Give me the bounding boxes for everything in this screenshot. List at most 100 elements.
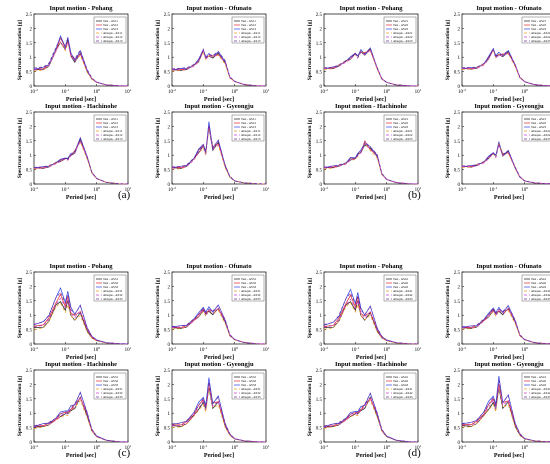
y-axis-label: Spectrum acceleration [g] xyxy=(17,376,23,437)
x-tick-base: 10 xyxy=(93,188,99,193)
x-tick-label: 10-2 xyxy=(320,88,328,95)
x-tick-label: 10-2 xyxy=(30,444,38,451)
legend-entry: Abaqus - AS21 xyxy=(531,129,550,133)
x-axis-label: Period [sec] xyxy=(204,195,234,201)
x-tick-base: 10 xyxy=(231,446,237,451)
x-tick-exp: 1 xyxy=(130,186,132,190)
legend-entry: Test - AS31 xyxy=(241,375,256,379)
x-tick-exp: 0 xyxy=(526,186,528,190)
chart-title: Input motion - Ofunato xyxy=(476,5,541,12)
x-tick-base: 10 xyxy=(415,348,421,353)
legend-entry: Test - AS23 xyxy=(393,27,408,31)
y-tick-label: 0.5 xyxy=(316,169,323,174)
legend-entry: Abaqus - AS31 xyxy=(103,289,123,293)
y-axis-label: Spectrum acceleration [g] xyxy=(307,278,313,339)
legend-entry: Test - AS42 xyxy=(531,379,546,383)
y-tick-label: 2.5 xyxy=(26,271,33,276)
x-tick-base: 10 xyxy=(125,446,131,451)
x-tick-label: 10-2 xyxy=(458,186,466,193)
x-tick-exp: 0 xyxy=(236,88,238,92)
y-tick-label: 1 xyxy=(168,314,171,319)
x-tick-exp: 0 xyxy=(388,186,390,190)
y-tick-label: 1 xyxy=(458,154,461,159)
x-tick-base: 10 xyxy=(521,446,527,451)
legend-entry: Test - AS22 xyxy=(531,121,546,125)
x-tick-exp: -2 xyxy=(463,88,466,92)
legend-entry: Abaqus - AS12 xyxy=(241,133,261,137)
legend-entry: Test - AS43 xyxy=(393,285,408,289)
y-axis-label: Spectrum acceleration [g] xyxy=(17,20,23,81)
x-tick-base: 10 xyxy=(30,188,36,193)
legend-entry: Abaqus - AS32 xyxy=(241,293,261,297)
x-tick-base: 10 xyxy=(168,90,174,95)
x-tick-exp: 0 xyxy=(526,88,528,92)
legend-entry: Test - AS31 xyxy=(103,375,118,379)
x-tick-base: 10 xyxy=(521,188,527,193)
x-tick-exp: 1 xyxy=(130,88,132,92)
x-tick-exp: -2 xyxy=(35,346,38,350)
legend-entry: Test - AS21 xyxy=(531,19,546,23)
x-tick-exp: 1 xyxy=(420,444,422,448)
y-tick-label: 1.5 xyxy=(164,398,171,403)
x-tick-label: 100 xyxy=(521,346,528,353)
legend-entry: Abaqus - AS33 xyxy=(241,297,261,301)
legend-entry: Test - AS32 xyxy=(103,281,118,285)
x-tick-base: 10 xyxy=(263,446,269,451)
y-tick-label: 1.5 xyxy=(316,300,323,305)
y-tick-label: 0 xyxy=(168,441,171,446)
series-line-4 xyxy=(33,302,129,345)
y-tick-label: 2.5 xyxy=(164,271,171,276)
y-tick-label: 0.5 xyxy=(454,169,461,174)
x-tick-label: 100 xyxy=(521,186,528,193)
legend-entry: Abaqus - AS21 xyxy=(531,31,550,35)
y-axis-label: Spectrum acceleration [g] xyxy=(155,278,161,339)
y-tick-label: 2.5 xyxy=(454,271,461,276)
chart-title: Input motion - Hachinohe xyxy=(335,361,407,368)
y-tick-label: 1.5 xyxy=(454,300,461,305)
x-axis-label: Period [sec] xyxy=(66,195,96,201)
legend-entry: Test - AS42 xyxy=(393,281,408,285)
x-tick-label: 10-1 xyxy=(199,88,207,95)
y-axis-label: Spectrum acceleration [g] xyxy=(155,376,161,437)
series-line-6 xyxy=(33,291,129,345)
x-tick-exp: -2 xyxy=(173,88,176,92)
x-tick-base: 10 xyxy=(30,348,36,353)
chart-title: Input motion - Hachinohe xyxy=(45,361,117,368)
y-tick-label: 0.5 xyxy=(316,71,323,76)
panel-label-d: (d) xyxy=(408,447,421,459)
series-line-5 xyxy=(323,49,419,87)
legend-entry: Abaqus - AS22 xyxy=(393,133,413,137)
y-tick-label: 0.5 xyxy=(164,71,171,76)
x-tick-exp: -2 xyxy=(35,444,38,448)
x-tick-base: 10 xyxy=(383,90,389,95)
x-tick-exp: 0 xyxy=(98,444,100,448)
x-tick-label: 10-2 xyxy=(168,88,176,95)
series-line-6 xyxy=(461,380,550,443)
y-tick-label: 0 xyxy=(168,85,171,90)
chart-title: Input motion - Ofunato xyxy=(476,263,541,270)
x-tick-label: 101 xyxy=(125,186,132,193)
y-tick-label: 2.5 xyxy=(454,13,461,18)
legend-entry: Test - AS32 xyxy=(241,379,256,383)
y-tick-label: 0.5 xyxy=(26,427,33,432)
x-tick-base: 10 xyxy=(320,446,326,451)
series-line-4 xyxy=(461,387,550,443)
legend-entry: Abaqus - AS32 xyxy=(103,391,123,395)
x-tick-exp: -1 xyxy=(204,444,207,448)
y-tick-label: 2.5 xyxy=(316,271,323,276)
x-tick-label: 10-1 xyxy=(199,346,207,353)
legend-entry: Abaqus - AS22 xyxy=(393,35,413,39)
x-tick-exp: 0 xyxy=(236,186,238,190)
legend-entry: Test - AS23 xyxy=(531,27,546,31)
x-tick-label: 10-1 xyxy=(489,88,497,95)
x-tick-base: 10 xyxy=(320,90,326,95)
legend-entry: Abaqus - AS41 xyxy=(531,387,550,391)
x-tick-label: 100 xyxy=(231,88,238,95)
legend-entry: Test - AS13 xyxy=(103,27,118,31)
y-axis-label: Spectrum acceleration [g] xyxy=(17,278,23,339)
y-tick-label: 0.5 xyxy=(164,329,171,334)
x-tick-exp: -2 xyxy=(35,186,38,190)
legend-entry: Test - AS41 xyxy=(393,375,408,379)
legend-entry: Abaqus - AS12 xyxy=(103,35,123,39)
